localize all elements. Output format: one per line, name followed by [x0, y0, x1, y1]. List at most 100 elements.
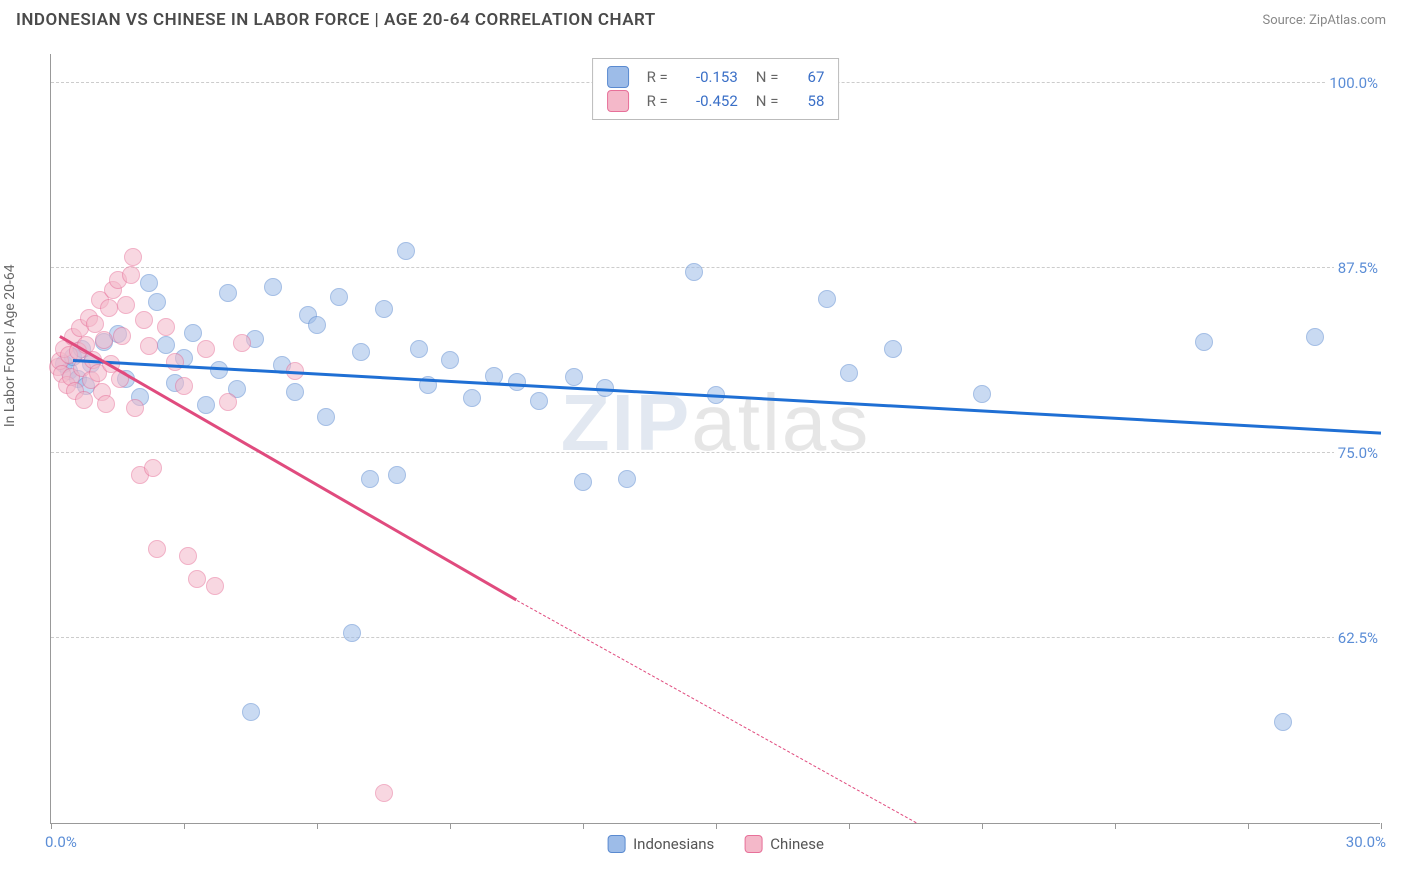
data-point [97, 395, 115, 413]
data-point [126, 399, 144, 417]
data-point [206, 577, 224, 595]
data-point [463, 389, 481, 407]
data-point [375, 300, 393, 318]
plot-area: ZIPatlas 62.5%75.0%87.5%100.0%0.0%30.0%R… [50, 54, 1380, 824]
series-legend-label: Chinese [770, 835, 824, 853]
data-point [95, 331, 113, 349]
data-point [144, 459, 162, 477]
data-point [618, 470, 636, 488]
x-tick [1381, 823, 1382, 829]
data-point [574, 473, 592, 491]
data-point [86, 315, 104, 333]
x-axis-max-label: 30.0% [1346, 833, 1386, 851]
data-point [1274, 713, 1292, 731]
data-point [75, 391, 93, 409]
x-tick [184, 823, 185, 829]
y-tick-label: 62.5% [1334, 629, 1382, 647]
source-attribution: Source: ZipAtlas.com [1262, 13, 1386, 28]
data-point [286, 383, 304, 401]
data-point [135, 311, 153, 329]
x-tick [849, 823, 850, 829]
series-legend-item: Indonesians [607, 835, 714, 853]
data-point [308, 316, 326, 334]
data-point [1195, 333, 1213, 351]
legend-n-label: N = [756, 89, 779, 113]
data-point [124, 248, 142, 266]
x-tick [1248, 823, 1249, 829]
data-point [166, 353, 184, 371]
data-point [317, 408, 335, 426]
data-point [219, 284, 237, 302]
y-axis-label: In Labor Force | Age 20-64 [2, 264, 18, 427]
data-point [361, 470, 379, 488]
x-axis-min-label: 0.0% [45, 833, 77, 851]
data-point [565, 368, 583, 386]
legend-row: R = -0.153 N = 67 [607, 65, 825, 89]
legend-swatch [607, 90, 629, 112]
data-point [884, 340, 902, 358]
data-point [1306, 328, 1324, 346]
data-point [973, 385, 991, 403]
data-point [122, 266, 140, 284]
data-point [264, 278, 282, 296]
data-point [148, 540, 166, 558]
data-point [175, 377, 193, 395]
x-tick [1115, 823, 1116, 829]
data-point [157, 318, 175, 336]
data-point [113, 327, 131, 345]
legend-r-value: -0.153 [686, 65, 738, 89]
data-point [233, 334, 251, 352]
data-point [117, 296, 135, 314]
series-legend: Indonesians Chinese [607, 835, 824, 853]
legend-swatch [744, 835, 762, 853]
data-point [148, 293, 166, 311]
x-tick [450, 823, 451, 829]
data-point [840, 364, 858, 382]
data-point [197, 340, 215, 358]
data-point [343, 624, 361, 642]
chart-header: INDONESIAN VS CHINESE IN LABOR FORCE | A… [0, 0, 1406, 40]
legend-n-label: N = [756, 65, 779, 89]
data-point [188, 570, 206, 588]
legend-r-label: R = [647, 65, 668, 89]
chart-container: In Labor Force | Age 20-64 ZIPatlas 62.5… [0, 44, 1406, 892]
data-point [397, 242, 415, 260]
y-tick-label: 87.5% [1334, 259, 1382, 277]
data-point [818, 290, 836, 308]
legend-r-value: -0.452 [686, 89, 738, 113]
chart-title: INDONESIAN VS CHINESE IN LABOR FORCE | A… [16, 10, 656, 30]
x-tick [583, 823, 584, 829]
legend-row: R = -0.452 N = 58 [607, 89, 825, 113]
x-tick [982, 823, 983, 829]
data-point [410, 340, 428, 358]
legend-n-value: 58 [796, 89, 824, 113]
legend-r-label: R = [647, 89, 668, 113]
trend-line [73, 359, 1381, 434]
data-point [197, 396, 215, 414]
x-tick [716, 823, 717, 829]
data-point [219, 393, 237, 411]
data-point [508, 373, 526, 391]
legend-swatch [607, 835, 625, 853]
trend-line [516, 600, 915, 823]
y-tick-label: 100.0% [1325, 74, 1382, 92]
data-point [100, 299, 118, 317]
data-point [530, 392, 548, 410]
data-point [375, 784, 393, 802]
gridline [51, 637, 1380, 638]
data-point [685, 263, 703, 281]
series-legend-label: Indonesians [633, 835, 714, 853]
data-point [140, 274, 158, 292]
data-point [330, 288, 348, 306]
gridline [51, 452, 1380, 453]
series-legend-item: Chinese [744, 835, 824, 853]
data-point [179, 547, 197, 565]
legend-n-value: 67 [796, 65, 824, 89]
data-point [184, 324, 202, 342]
x-tick [51, 823, 52, 829]
data-point [242, 703, 260, 721]
data-point [388, 466, 406, 484]
data-point [441, 351, 459, 369]
gridline [51, 267, 1380, 268]
correlation-legend: R = -0.153 N = 67 R = -0.452 N = 58 [592, 58, 840, 120]
